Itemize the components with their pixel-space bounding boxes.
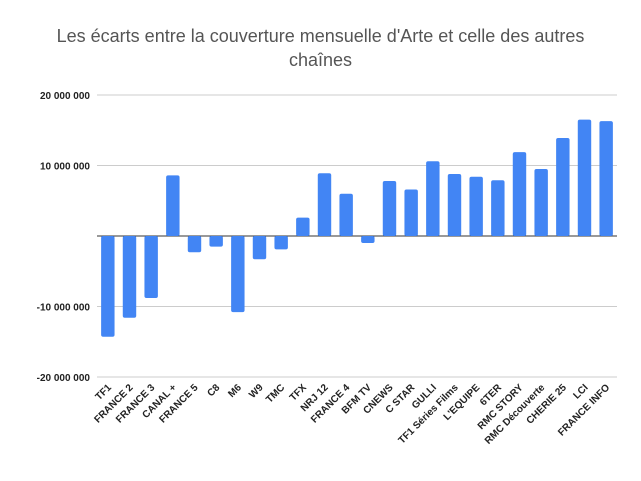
bar xyxy=(512,152,527,236)
bars xyxy=(101,119,613,337)
bar xyxy=(469,176,483,236)
bar xyxy=(339,193,353,236)
bar xyxy=(296,217,310,236)
bar xyxy=(491,180,505,236)
bar xyxy=(101,236,115,337)
chart-title-line-2: chaînes xyxy=(288,50,353,70)
bar xyxy=(577,119,592,236)
bar xyxy=(361,236,375,244)
bar xyxy=(122,236,137,318)
y-tick-label: 20 000 000 xyxy=(40,91,90,102)
bar xyxy=(166,175,180,236)
bar xyxy=(447,173,462,236)
chart-title-line-1: Les écarts entre la couverture mensuelle… xyxy=(56,26,585,46)
y-tick-label: 10 000 000 xyxy=(40,162,90,173)
bar xyxy=(252,236,267,260)
y-tick-label: -10 000 000 xyxy=(37,303,91,314)
y-tick-label: -20 000 000 xyxy=(37,373,91,384)
bar xyxy=(534,169,548,236)
bar xyxy=(426,161,440,236)
bar xyxy=(187,236,202,253)
bar xyxy=(209,236,223,247)
y-axis-ticks: 20 000 000 10 000 000 -10 000 000 -20 000 0… xyxy=(37,91,91,384)
bar xyxy=(144,236,158,299)
bar xyxy=(382,181,397,236)
x-category-label: M6 xyxy=(226,382,244,400)
bar xyxy=(317,173,332,236)
bar xyxy=(404,189,418,236)
chart-title: Les écarts entre la couverture mensuelle… xyxy=(0,24,641,72)
bar xyxy=(556,138,570,236)
gridlines xyxy=(97,94,617,378)
x-category-label: TMC xyxy=(264,382,287,405)
bar xyxy=(231,236,245,313)
x-category-label: C8 xyxy=(205,382,222,399)
bar xyxy=(274,236,288,250)
bar xyxy=(599,121,613,236)
